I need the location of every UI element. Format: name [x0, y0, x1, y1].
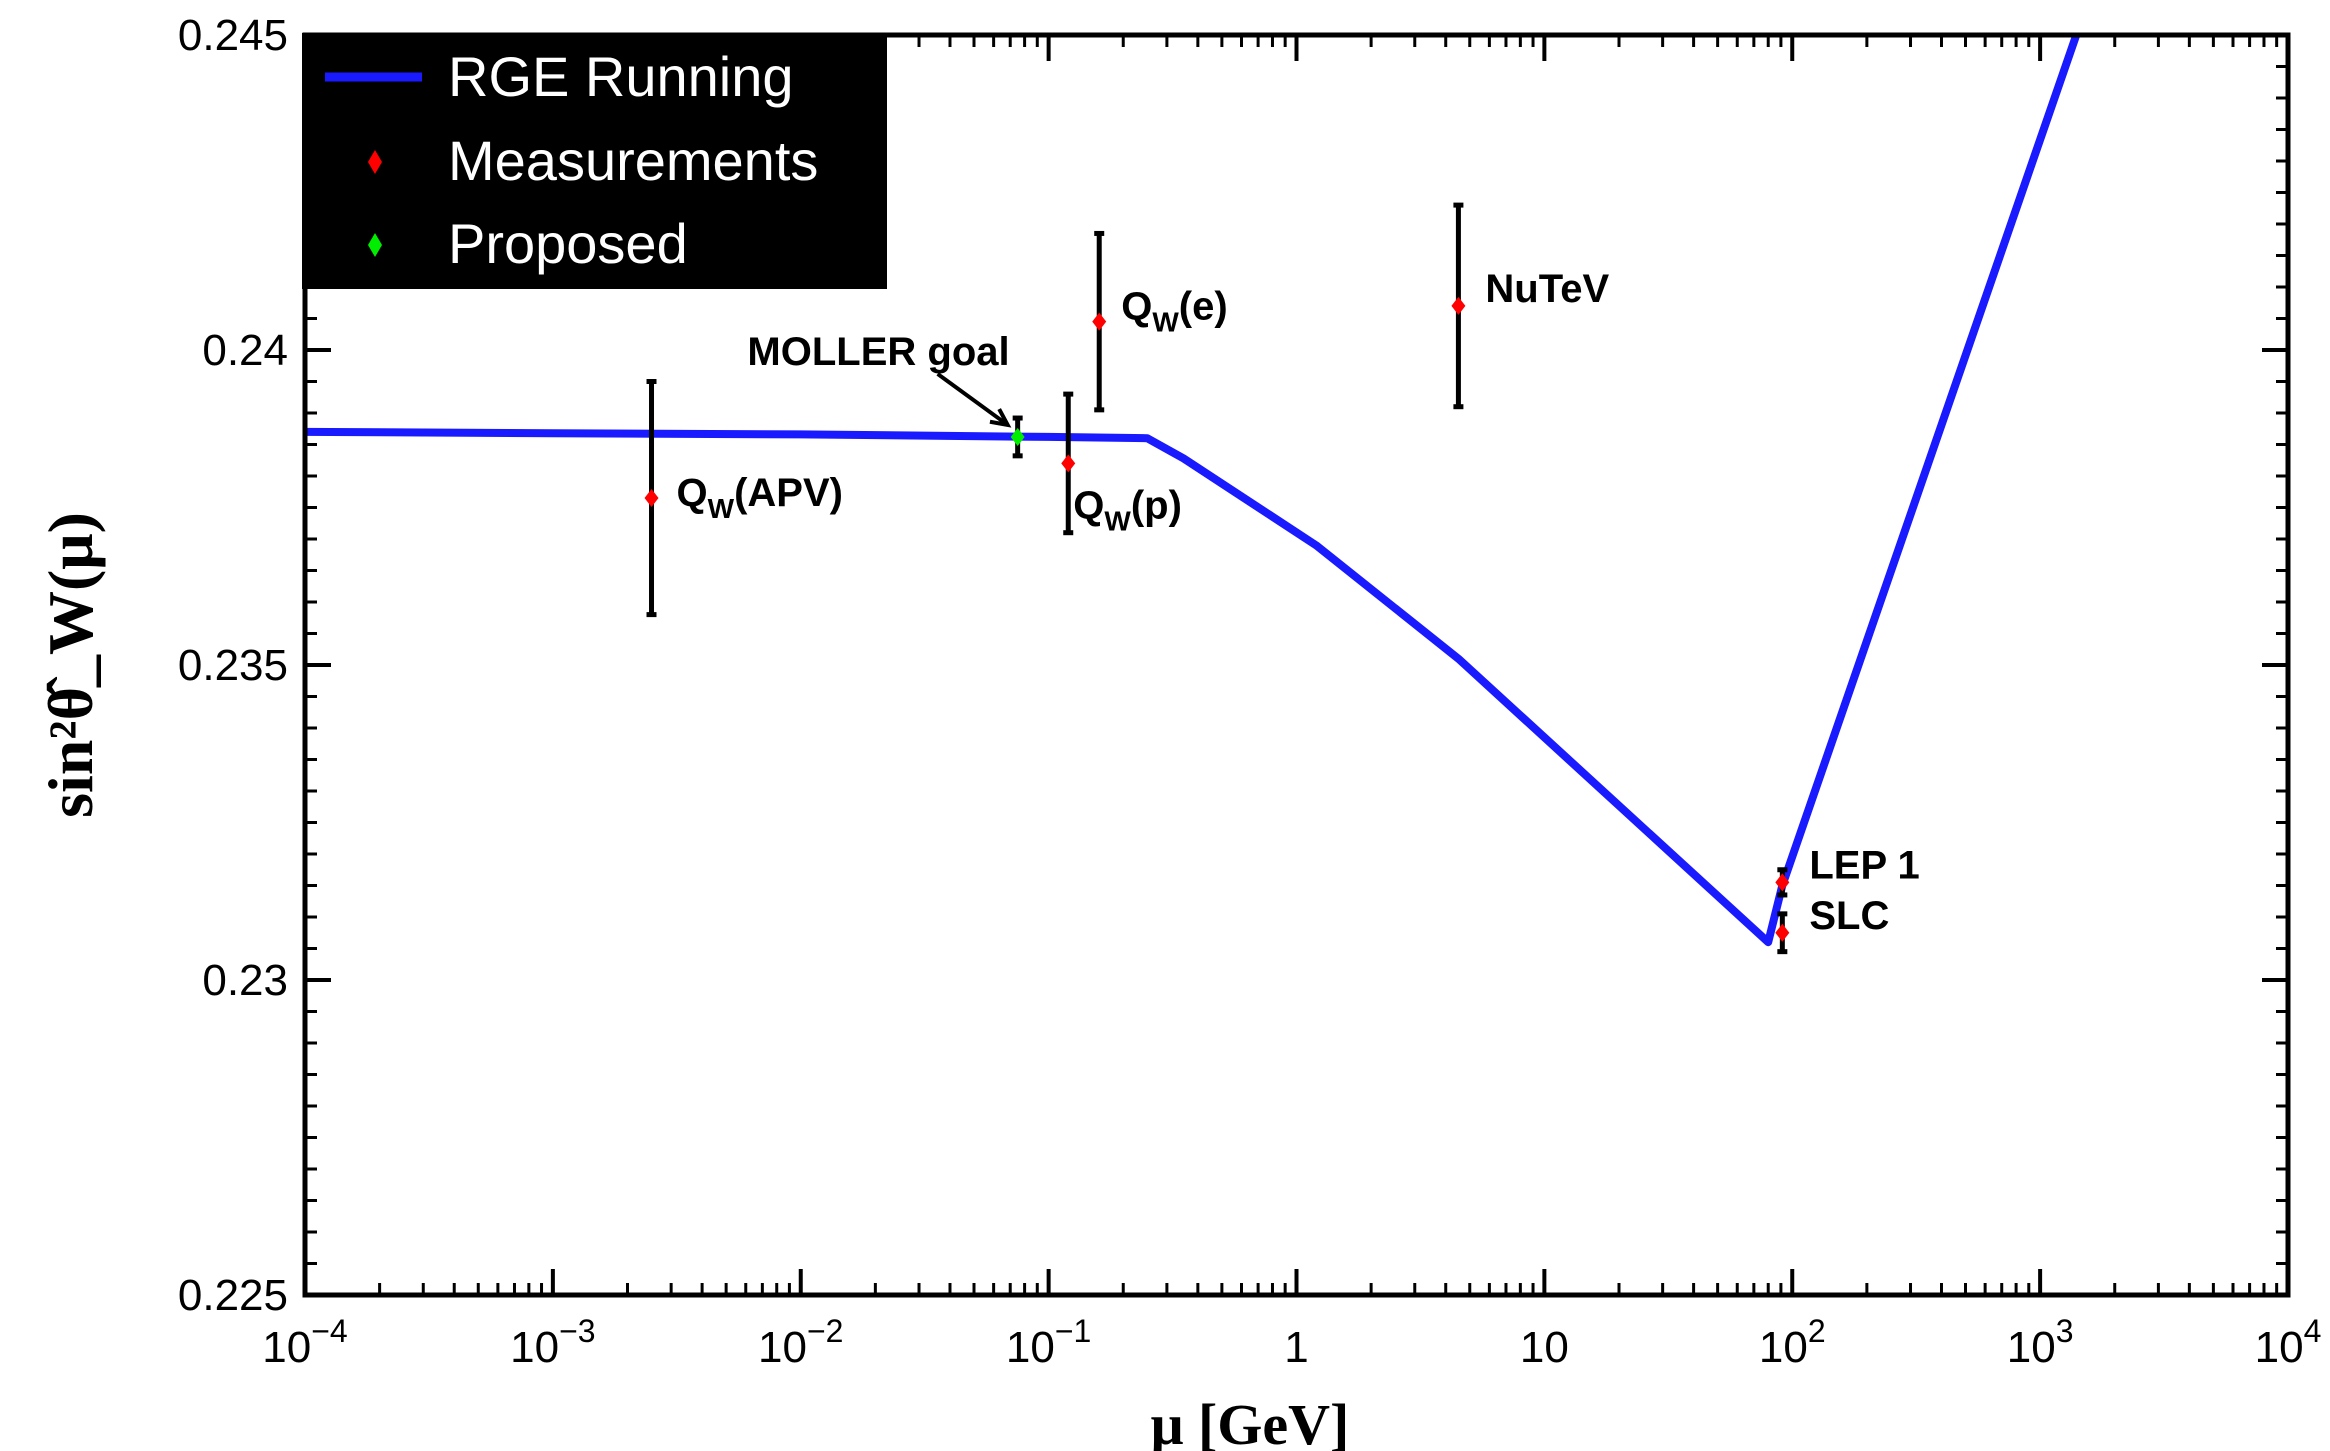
proposed-moller-marker: [1010, 427, 1025, 446]
legend-label-rge: RGE Running: [448, 45, 794, 108]
legend-proposed-swatch: [368, 233, 382, 257]
measurement-qw-e--marker: [1092, 312, 1107, 331]
x-tick-label: 1: [1284, 1323, 1308, 1372]
legend: RGE Running Measurements Proposed: [302, 33, 887, 289]
measurement-qw-apv--marker: [644, 489, 659, 508]
measurement-qw-e--label: QW(e): [1121, 285, 1227, 338]
point-labels-layer: QW(APV) QW(p) QW(e) NuTeV LEP 1 SLC MOLLER goa…: [677, 267, 1920, 938]
legend-label-measurements: Measurements: [448, 129, 818, 192]
data-points-layer: [644, 202, 1790, 955]
y-tick-label: 0.23: [202, 956, 288, 1005]
measurement-nutev-label: NuTeV: [1485, 267, 1609, 311]
measurement-qw-apv--label: QW(APV): [677, 471, 843, 524]
y-tick-label: 0.24: [202, 326, 288, 375]
measurement-qw-p--marker: [1061, 454, 1076, 473]
x-tick-label: 10−1: [1006, 1313, 1091, 1372]
moller-goal-arrow: [936, 372, 1009, 427]
y-tick-label: 0.235: [178, 641, 288, 690]
x-tick-label: 104: [2255, 1313, 2322, 1372]
x-tick-label: 10−2: [758, 1313, 843, 1372]
plot-frame: [302, 32, 2291, 1298]
y-axis-title: sin²θ̂_W(μ): [35, 512, 106, 818]
x-tick-label: 103: [2007, 1313, 2074, 1372]
x-tick-label: 102: [1759, 1313, 1826, 1372]
x-tick-labels: 10−4 10−3 10−2 10−1 1 10 102 103 104: [262, 1313, 2321, 1372]
y-tick-label: 0.225: [178, 1271, 288, 1320]
y-tick-label: 0.245: [178, 11, 288, 60]
x-tick-label: 10−3: [510, 1313, 595, 1372]
x-tick-label: 10: [1520, 1323, 1569, 1372]
x-tick-label: 10−4: [262, 1313, 347, 1372]
measurement-nutev-marker: [1451, 296, 1466, 315]
moller-goal-arrowhead: [989, 408, 1012, 428]
moller-goal-label: MOLLER goal: [747, 330, 1009, 374]
measurement-lep-1-label: LEP 1: [1809, 843, 1919, 887]
measurement-qw-p--label: QW(p): [1073, 483, 1182, 536]
rge-curve-layer: [304, 33, 2081, 947]
measurement-slc-label: SLC: [1809, 894, 1889, 938]
legend-label-proposed: Proposed: [448, 212, 688, 275]
y-tick-labels: 0.225 0.23 0.235 0.24 0.245: [178, 11, 288, 1320]
legend-measurement-swatch: [368, 150, 382, 174]
x-axis-title: μ [GeV]: [1151, 1392, 1350, 1451]
measurement-lep-1-marker: [1775, 873, 1790, 892]
measurement-slc-marker: [1775, 923, 1790, 942]
rge-running-curve: [304, 33, 2081, 947]
